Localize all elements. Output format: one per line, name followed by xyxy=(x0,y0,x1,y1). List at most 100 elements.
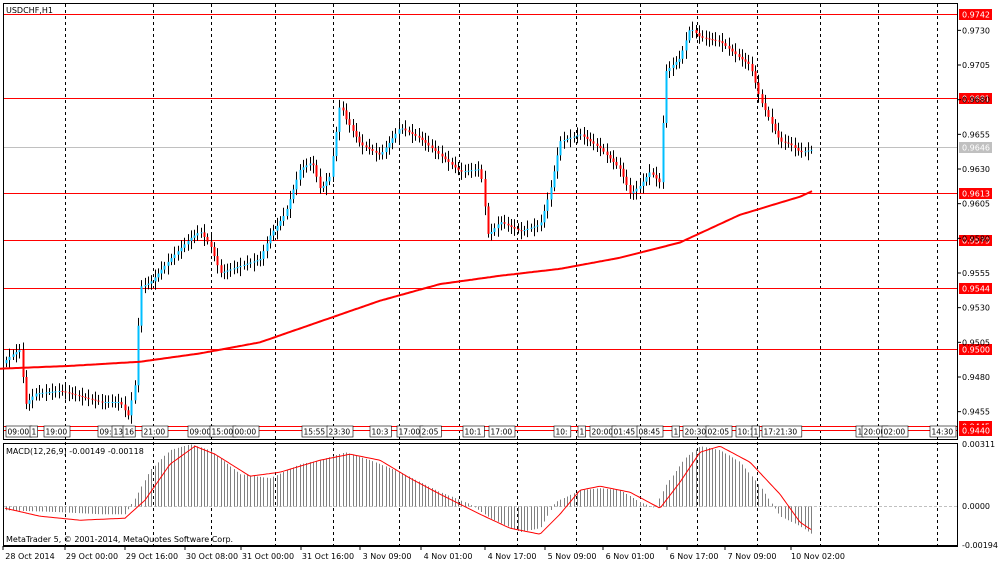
time-tick-label: 6 Nov 17:00 xyxy=(670,552,719,561)
level-label: 0.9579 xyxy=(962,237,990,246)
candle-body xyxy=(774,123,777,131)
session-tag: 02:05 xyxy=(708,428,730,437)
candle-body xyxy=(744,59,747,62)
candle-body xyxy=(490,231,493,234)
candle-body xyxy=(536,225,539,227)
candle-body xyxy=(183,244,186,248)
session-tag: 14:30 xyxy=(932,428,954,437)
candle-body xyxy=(365,145,368,148)
candle-body xyxy=(355,130,358,137)
candle-body xyxy=(157,273,160,278)
candle-body xyxy=(233,268,236,270)
candle-body xyxy=(688,30,691,41)
candle-body xyxy=(401,128,404,130)
candle-body xyxy=(213,246,216,257)
moving-average-line xyxy=(0,190,813,370)
candle-body xyxy=(289,199,292,209)
price-tick-label: 0.9555 xyxy=(962,269,990,278)
candle-body xyxy=(414,134,417,136)
candle-body xyxy=(177,251,180,255)
candle-body xyxy=(48,392,51,394)
session-tag-box xyxy=(751,425,760,438)
candle-body xyxy=(345,110,348,120)
session-tag: 09:00 xyxy=(190,428,212,437)
candle-body xyxy=(210,241,213,247)
candle-body xyxy=(74,394,77,396)
session-tag-box xyxy=(881,425,909,438)
candle-body xyxy=(193,235,196,238)
candle-body xyxy=(71,393,74,395)
candle-body xyxy=(180,247,183,252)
candle-body xyxy=(378,152,381,155)
session-tag-box xyxy=(671,425,680,438)
candle-body xyxy=(546,199,549,211)
candle-body xyxy=(114,401,117,403)
candle-body xyxy=(467,170,470,172)
price-tick-label: 0.9730 xyxy=(962,26,990,35)
time-tick-label: 28 Oct 2014 xyxy=(5,552,54,561)
candle-body xyxy=(147,283,150,285)
candle-body xyxy=(477,169,480,171)
candle-body xyxy=(163,265,166,270)
candle-body xyxy=(150,281,153,284)
candle-body xyxy=(385,147,388,153)
candles xyxy=(5,21,813,424)
price-panel[interactable] xyxy=(3,3,958,440)
session-tag: 10:1 xyxy=(738,428,755,437)
candle-body xyxy=(553,171,556,188)
candle-body xyxy=(632,191,635,194)
candle-body xyxy=(246,263,249,265)
level-label: 0.9742 xyxy=(962,11,990,20)
candle-body xyxy=(569,137,572,139)
candle-body xyxy=(187,240,190,245)
candle-body xyxy=(87,397,90,399)
candle-body xyxy=(645,177,648,182)
candle-body xyxy=(662,122,665,183)
session-tag-box xyxy=(488,425,516,438)
session-tag: 15:00 xyxy=(212,428,234,437)
session-tag: 23:30 xyxy=(329,428,351,437)
session-tag: 16 xyxy=(125,428,135,437)
candle-body xyxy=(576,135,579,137)
session-tag: 17:00 xyxy=(399,428,421,437)
candle-body xyxy=(460,170,463,172)
candle-body xyxy=(398,129,401,134)
candle-body xyxy=(609,155,612,159)
candle-body xyxy=(728,45,731,49)
candle-body xyxy=(22,349,25,377)
candle-body xyxy=(431,145,434,149)
level-label-box xyxy=(959,344,992,355)
session-tag-box xyxy=(553,425,572,438)
candle-body xyxy=(309,163,312,166)
time-tick-label: 5 Nov 09:00 xyxy=(548,552,597,561)
candle-body xyxy=(797,147,800,151)
candle-body xyxy=(794,145,797,148)
session-tag-box xyxy=(369,425,392,438)
candle-body xyxy=(583,134,586,137)
session-tag: 1 xyxy=(674,428,679,437)
candle-body xyxy=(322,185,325,189)
candle-body xyxy=(262,251,265,259)
candle-body xyxy=(12,354,15,357)
session-tag: 1 xyxy=(754,428,759,437)
price-tick-label: 0.9530 xyxy=(962,304,990,313)
candle-body xyxy=(579,134,582,136)
macd-panel[interactable] xyxy=(3,443,958,546)
level-label: 0.9500 xyxy=(962,346,990,355)
price-axis: 0.9730 0.9705 0.9680 0.9655 0.9630 0.9605 0.95… xyxy=(957,26,998,550)
session-tag: 2:05 xyxy=(422,428,439,437)
candle-body xyxy=(596,143,599,146)
candle-body xyxy=(714,39,717,41)
candle-body xyxy=(698,33,701,37)
candle-body xyxy=(315,165,318,177)
level-label: 0.9681 xyxy=(962,95,990,104)
candle-body xyxy=(734,51,737,55)
session-tag-box xyxy=(141,425,169,438)
candle-body xyxy=(810,149,813,151)
candle-body xyxy=(31,396,34,401)
session-tag-box xyxy=(462,425,485,438)
candle-body xyxy=(111,401,114,403)
candle-body xyxy=(672,64,675,68)
candle-body xyxy=(18,349,21,353)
